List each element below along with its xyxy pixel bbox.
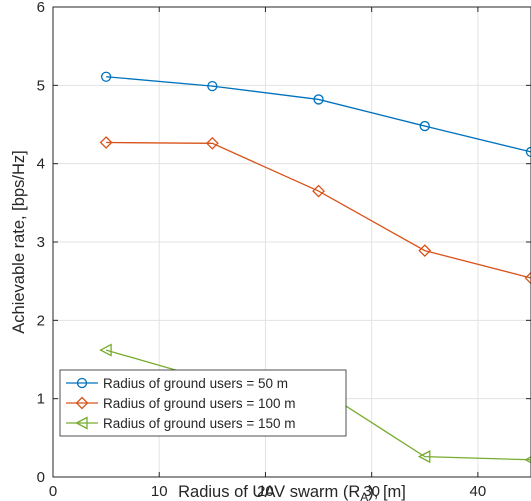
y-tick-label: 4	[37, 156, 45, 173]
x-axis-label: Radius of UAV swarm (RA), [m]	[178, 483, 406, 501]
x-axis-label-subscript: A	[360, 490, 368, 501]
data-point	[99, 343, 112, 357]
legend-label: Radius of ground users = 100 m	[103, 396, 296, 411]
y-tick-label: 2	[37, 312, 45, 329]
legend-item: Radius of ground users = 100 m	[66, 396, 296, 411]
y-tick-label: 3	[37, 234, 45, 251]
series-2	[99, 136, 531, 285]
legend: Radius of ground users = 50 m Radius of g…	[59, 369, 347, 437]
x-axis-label-main: Radius of UAV swarm (R	[178, 483, 360, 501]
y-tick-label: 1	[37, 391, 45, 408]
series-1	[100, 71, 531, 158]
y-tick-label: 5	[37, 77, 45, 94]
data-point	[100, 71, 112, 82]
legend-item: Radius of ground users = 150 m	[66, 416, 296, 431]
x-tick-label: 10	[151, 483, 168, 500]
x-tick-label: 30	[363, 483, 380, 500]
data-point	[207, 80, 218, 92]
legend-marker	[76, 377, 88, 389]
data-point	[524, 271, 531, 285]
legend-item: Radius of ground users = 50 m	[66, 376, 288, 391]
x-tick-label: 40	[470, 483, 487, 500]
data-point	[99, 136, 113, 149]
x-axis-label-tail: ), [m]	[368, 483, 406, 501]
legend-label: Radius of ground users = 150 m	[103, 416, 296, 431]
grid-lines	[53, 7, 531, 477]
axes	[52, 6, 531, 478]
y-tick-label: 6	[37, 0, 45, 16]
legend-label: Radius of ground users = 50 m	[103, 376, 288, 391]
data-point	[419, 120, 430, 132]
data-point	[418, 244, 432, 258]
data-point	[417, 450, 431, 464]
x-tick-label: 0	[49, 483, 57, 500]
y-axis-label: Achievable rate, [bps/Hz]	[10, 150, 28, 333]
tick-labels: 0 10 20 30 40 0 1 2 3 4 5 6	[37, 0, 487, 500]
data-point	[312, 184, 325, 198]
data-point	[525, 146, 531, 158]
legend-box	[59, 369, 347, 437]
series-line	[106, 141, 531, 279]
y-tick-label: 0	[37, 469, 45, 486]
legend-marker	[75, 416, 88, 430]
x-tick-label: 20	[257, 483, 274, 500]
series-line	[106, 76, 531, 153]
data-point	[313, 94, 324, 105]
data-point	[205, 136, 219, 150]
legend-marker	[75, 396, 89, 410]
